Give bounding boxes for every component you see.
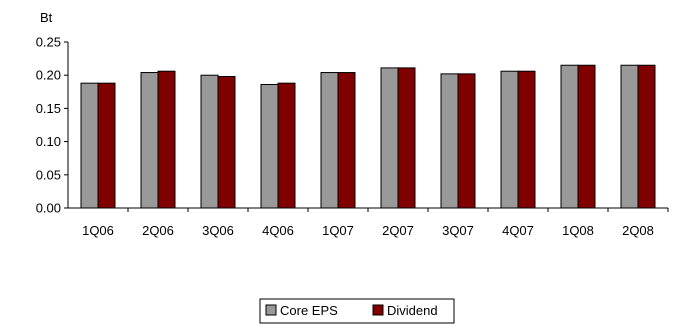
bar-core-eps-3q07 — [440, 73, 459, 209]
y-tick-label: 0.15 — [36, 101, 61, 116]
x-tick-label: 3Q06 — [202, 223, 234, 238]
y-tick-label: 0.05 — [36, 167, 61, 182]
x-tick-label: 1Q07 — [322, 223, 354, 238]
bar-dividend-3q07 — [457, 73, 476, 209]
bar-core-eps-3q06 — [200, 74, 219, 209]
bar-core-eps-4q06 — [260, 83, 279, 209]
legend-label-core-eps: Core EPS — [280, 303, 338, 318]
bar-core-eps-1q07 — [320, 72, 339, 209]
bar-dividend-1q08 — [577, 64, 596, 209]
bar-dividend-3q06 — [217, 76, 236, 209]
bar-core-eps-4q07 — [500, 70, 519, 209]
y-tick-label: 0.10 — [36, 134, 61, 149]
bar-dividend-4q06 — [277, 82, 296, 209]
bar-core-eps-1q06 — [80, 82, 99, 209]
legend-label-dividend: Dividend — [387, 303, 438, 318]
x-tick-label: 2Q08 — [622, 223, 654, 238]
x-tick-label: 2Q07 — [382, 223, 414, 238]
bar-dividend-2q07 — [397, 67, 416, 209]
bar-core-eps-2q08 — [620, 64, 639, 209]
bar-dividend-4q07 — [517, 70, 536, 209]
bar-core-eps-2q07 — [380, 67, 399, 209]
x-tick-label: 4Q06 — [262, 223, 294, 238]
legend-swatch-dividend — [372, 304, 384, 316]
y-tick-label: 0.00 — [36, 201, 61, 216]
y-tick-label: 0.25 — [36, 35, 61, 50]
x-tick-label: 1Q06 — [82, 223, 114, 238]
x-tick-label: 1Q08 — [562, 223, 594, 238]
x-tick-label: 2Q06 — [142, 223, 174, 238]
bar-dividend-1q07 — [337, 72, 356, 209]
y-axis-ticks: 0.00 0.05 0.10 0.15 0.20 0.25 — [36, 35, 68, 216]
bar-dividend-2q06 — [157, 70, 176, 209]
y-tick-label: 0.20 — [36, 68, 61, 83]
x-tick-label: 3Q07 — [442, 223, 474, 238]
legend: Core EPS Dividend — [259, 298, 455, 324]
bar-dividend-2q08 — [637, 64, 656, 209]
bar-core-eps-1q08 — [560, 64, 579, 209]
y-axis-unit-label: Bt — [40, 10, 53, 25]
legend-box — [259, 298, 455, 324]
x-tick-label: 4Q07 — [502, 223, 534, 238]
bar-dividend-1q06 — [97, 82, 116, 209]
legend-swatch-core-eps — [265, 304, 277, 316]
bar-core-eps-2q06 — [140, 72, 159, 209]
bars-group — [80, 64, 656, 209]
x-axis-ticks: 1Q06 2Q06 3Q06 4Q06 1Q07 2Q07 3Q07 4Q07 1Q08 2Q08 — [82, 208, 669, 238]
